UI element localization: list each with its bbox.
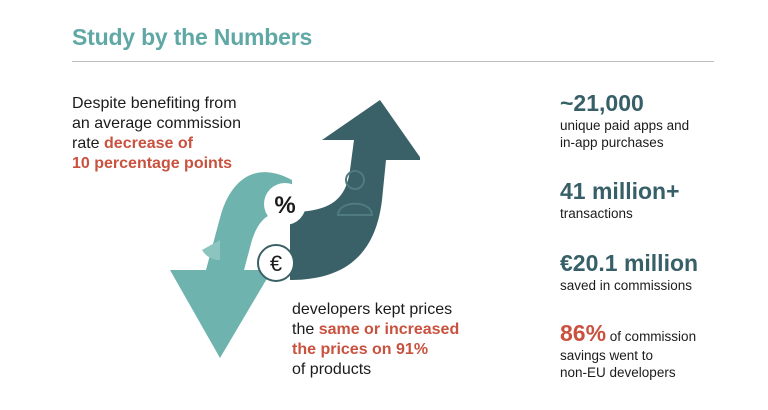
bottom-text-highlight-2: the prices on 91%: [292, 341, 429, 358]
bottom-text-plain: the: [292, 321, 319, 338]
left-text-highlight-2: 10 percentage points: [72, 155, 233, 172]
left-text-line-1: Despite benefiting from: [72, 95, 237, 112]
euro-icon: €: [270, 251, 282, 276]
stat-desc-line-1: unique paid apps and: [560, 118, 690, 133]
pie-chart-icon: [202, 240, 220, 261]
stat-desc-line-2: non-EU developers: [560, 365, 676, 380]
stat-desc-line-1: saved in commissions: [560, 278, 693, 293]
stat-value-row: 86% of commission: [560, 320, 696, 346]
stat-desc-line-1: transactions: [560, 206, 633, 221]
stat-desc-line-1: savings went to: [560, 348, 654, 363]
percent-badge: [264, 183, 306, 225]
stat-transactions: 41 million+ transactions: [560, 178, 680, 222]
bottom-text-line-2: the same or increased: [292, 320, 532, 340]
stat-desc-line-2: in-app purchases: [560, 135, 664, 150]
commission-decrease-text: Despite benefiting from an average commi…: [72, 94, 292, 174]
left-text-highlight-1: decrease of: [104, 135, 193, 152]
stat-value: €20.1 million: [560, 250, 699, 276]
bottom-text-line-1: developers kept prices: [292, 301, 453, 318]
left-text-plain: rate: [72, 135, 105, 152]
percent-icon: %: [274, 192, 295, 219]
stat-inline-desc: of commission: [606, 329, 697, 344]
person-icon-body: [336, 202, 374, 216]
price-arrows-graphic: % €: [170, 100, 420, 358]
page-title: Study by the Numbers: [72, 24, 313, 50]
stat-value: ~21,000: [560, 90, 644, 116]
bottom-text-highlight-1: same or increased: [318, 321, 460, 338]
prices-kept-text: developers kept prices the same or incre…: [292, 300, 532, 380]
stat-value: 86%: [560, 320, 607, 346]
euro-badge: [257, 244, 295, 282]
down-arrow: [170, 172, 292, 358]
left-text-line-2: an average commission: [72, 115, 241, 132]
person-icon-head: [345, 170, 365, 190]
stat-commissions-saved: €20.1 million saved in commissions: [560, 250, 698, 294]
left-text-line-3: rate decrease of: [72, 134, 292, 154]
stat-paid-apps: ~21,000 unique paid apps and in-app purc…: [560, 90, 689, 151]
stat-non-eu-savings: 86% of commission savings went to non-EU…: [560, 320, 696, 381]
stat-value: 41 million+: [560, 178, 680, 204]
bottom-text-line-4: of products: [292, 361, 372, 378]
title-divider: [72, 61, 714, 62]
